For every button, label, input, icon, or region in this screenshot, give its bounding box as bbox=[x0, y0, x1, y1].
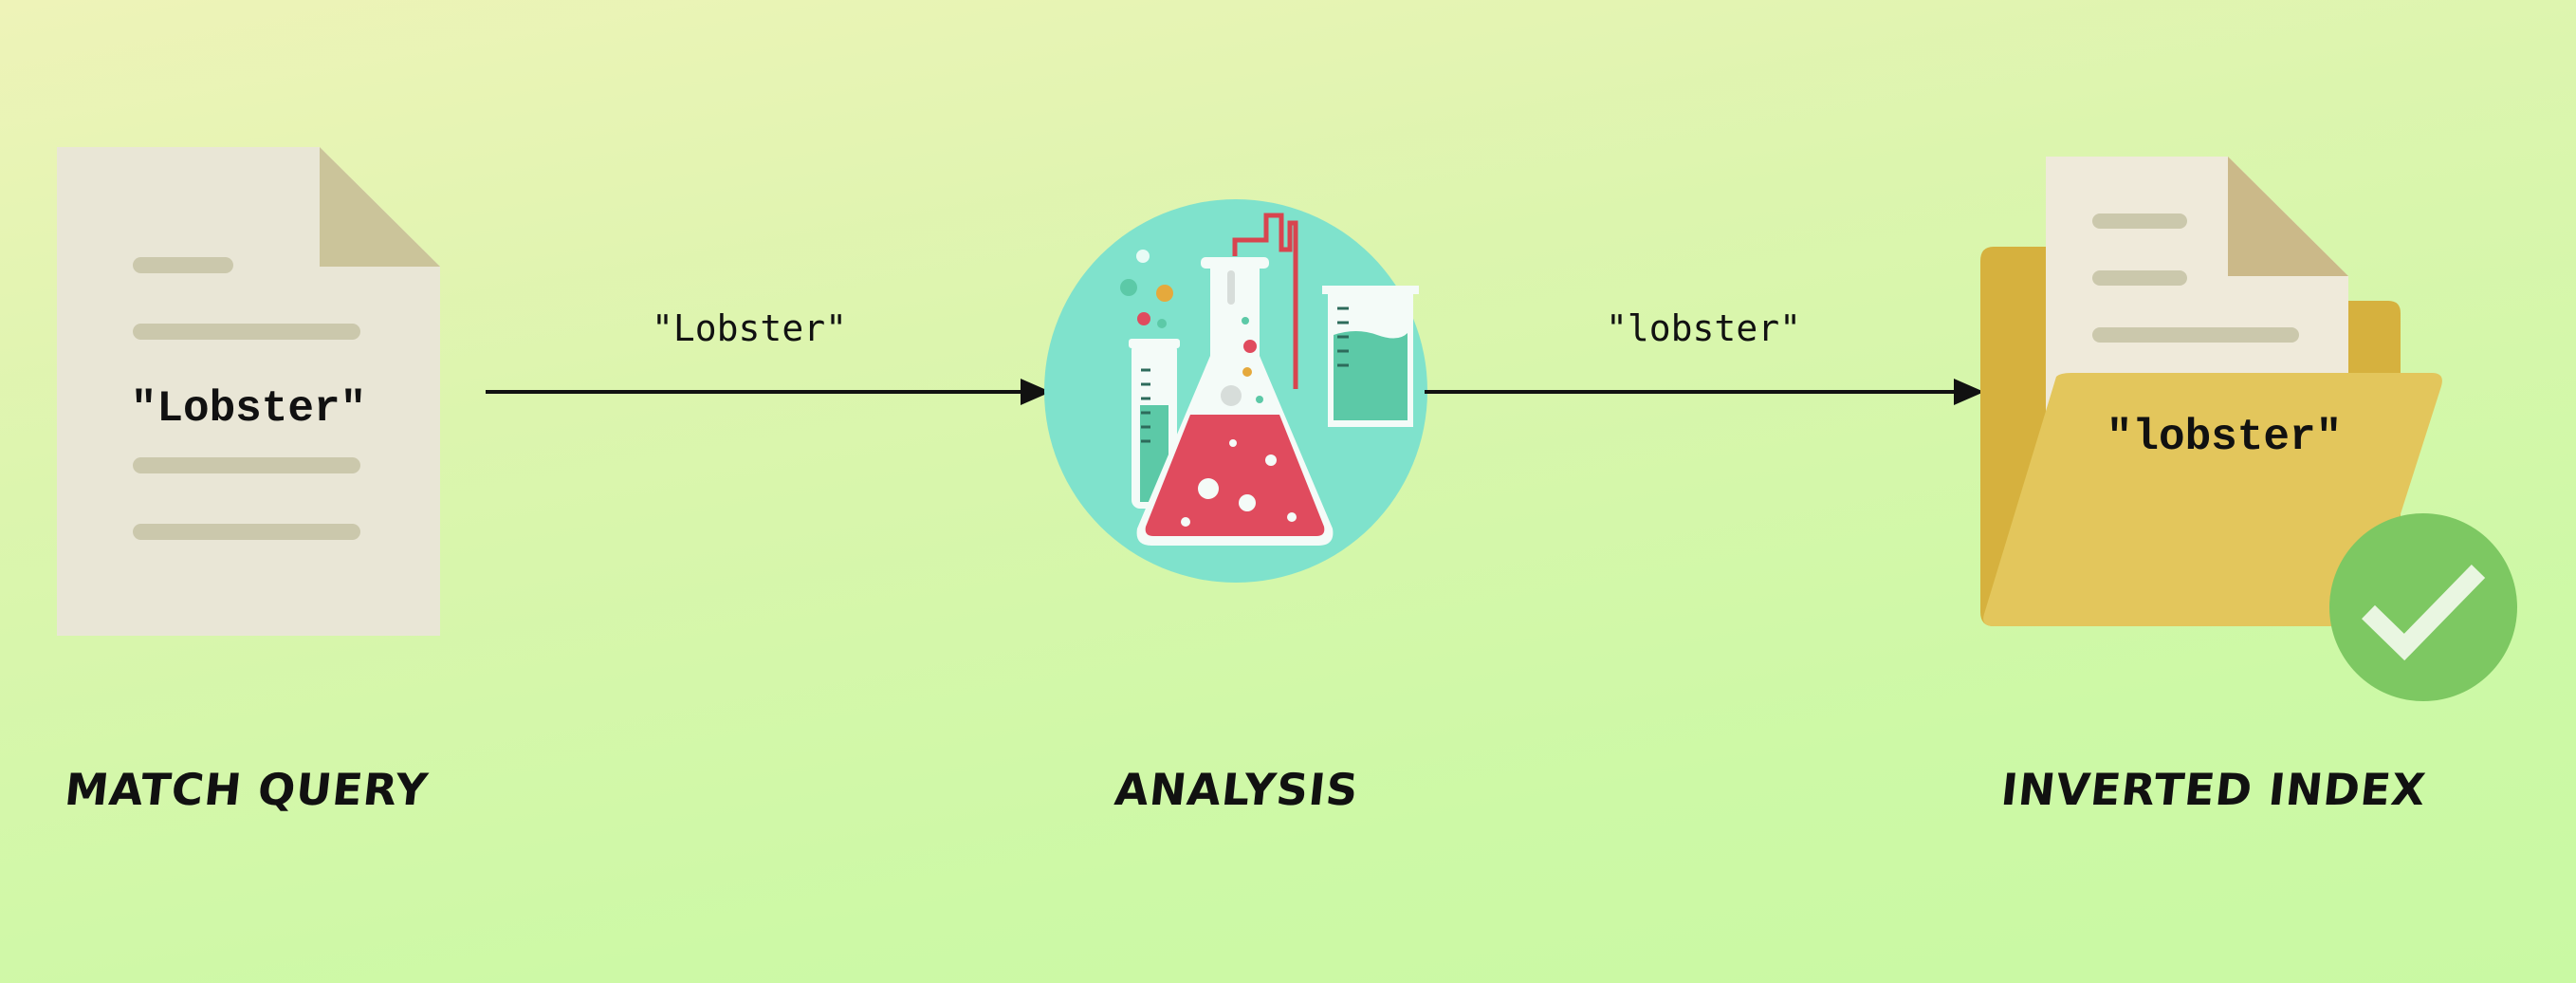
query-term: "Lobster" bbox=[130, 384, 367, 434]
checkmark-icon bbox=[2329, 513, 2517, 701]
folder-icon bbox=[1980, 157, 2442, 626]
arrow-analysis-to-index bbox=[1425, 379, 1984, 405]
index-term: "lobster" bbox=[2106, 413, 2343, 462]
stage-label-match-query: MATCH QUERY bbox=[62, 764, 432, 815]
document-icon bbox=[57, 147, 440, 636]
stage-label-analysis: ANALYSIS bbox=[1112, 764, 1362, 815]
stage-label-inverted-index: INVERTED INDEX bbox=[1998, 764, 2429, 815]
arrow-in-label: "Lobster" bbox=[652, 307, 847, 349]
lab-flask-icon bbox=[1044, 199, 1427, 583]
arrow-out-label: "lobster" bbox=[1606, 307, 1801, 349]
arrow-query-to-analysis bbox=[486, 379, 1051, 405]
